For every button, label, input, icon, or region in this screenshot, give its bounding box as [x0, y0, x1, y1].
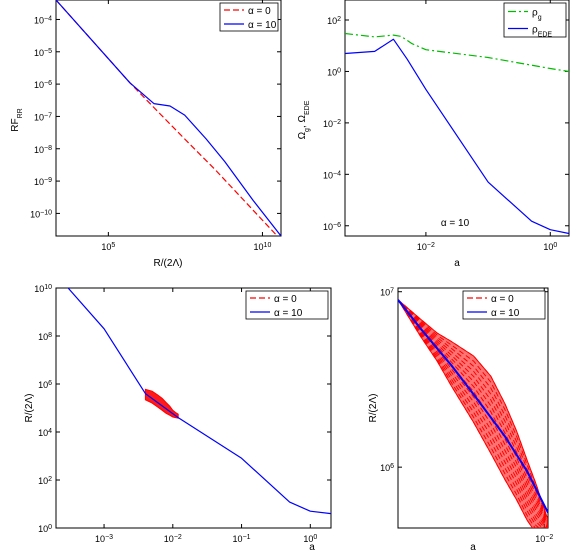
y-tick-label: 104 [38, 428, 52, 439]
y-tick-label: 10−4 [34, 15, 52, 26]
legend-label: α = 10 [274, 308, 303, 319]
plot-area-frame [344, 0, 570, 237]
x-tick-label: 10−2 [417, 242, 435, 253]
y-tick-label: 100 [38, 524, 52, 535]
y-tick-label: 10−5 [34, 47, 52, 58]
series-band-line [398, 299, 544, 528]
y-tick-label: 10−2 [323, 118, 341, 129]
y-tick-label: 1010 [34, 284, 52, 295]
y-axis-label: R/(2Λ) [368, 394, 379, 423]
series-band-line [398, 299, 548, 522]
legend-label: α = 10 [248, 20, 277, 31]
series-group [398, 299, 548, 528]
y-tick-label: 10−10 [30, 209, 52, 220]
series-group [56, 0, 281, 236]
x-tick-label: 1010 [254, 242, 272, 253]
y-tick-label: 10−6 [323, 221, 341, 232]
legend-label: α = 0 [274, 294, 297, 305]
legend-box [219, 2, 279, 32]
legend-label: ρg [532, 8, 542, 22]
x-axis-label: a [454, 258, 460, 269]
x-tick-label: 100 [543, 242, 557, 253]
series-group [67, 288, 331, 515]
x-tick-label: 10−3 [95, 534, 113, 545]
series-group [345, 32, 569, 235]
plot-area-frame [55, 287, 332, 529]
series-band-line [398, 299, 548, 528]
legend-label: α = 10 [491, 308, 520, 319]
y-tick-label: 10−4 [323, 170, 341, 181]
series-band-line [398, 299, 534, 528]
legend-box [462, 290, 546, 320]
legend: α = 0 α = 10 [462, 290, 546, 320]
series-band-line [398, 299, 546, 528]
series-line-2 [398, 299, 548, 514]
legend-label: ρEDE [532, 25, 552, 39]
series-band-line [398, 299, 541, 528]
series-line-2 [56, 0, 281, 236]
chart-4: 10−2 107 106 α = 0 α = 10 a R/(2Λ) [368, 287, 553, 551]
x-axis-label: a [309, 542, 315, 551]
y-axis-label: R/(2Λ) [24, 394, 35, 423]
y-tick-label: 100 [327, 67, 341, 78]
y-axis-label: Ωg, ΩEDE [297, 100, 311, 139]
x-tick-label: 10−1 [233, 534, 251, 545]
series-band-line [398, 299, 547, 528]
y-tick-label: 107 [380, 287, 394, 298]
x-tick-label: 105 [101, 242, 115, 253]
y-tick-label: 106 [38, 380, 52, 391]
x-axis-label: a [470, 542, 476, 551]
series-line-2 [67, 288, 331, 515]
series-band-line [398, 299, 536, 528]
y-tick-label: 102 [38, 476, 52, 487]
legend-label: α = 0 [491, 294, 514, 305]
series-line-2 [345, 38, 569, 235]
y-tick-label: 106 [380, 463, 394, 474]
y-tick-label: 10−7 [34, 112, 52, 123]
y-tick-label: 108 [38, 332, 52, 343]
legend: ρg ρEDE [503, 2, 567, 39]
series-line-1 [345, 32, 569, 73]
chart-2: 10−2 100 102 100 10−2 10−4 10−6 ρg ρEDE a Ωg, ΩEDE… [297, 0, 570, 269]
legend-box [245, 290, 329, 320]
legend-box [503, 2, 567, 38]
series-band-line [398, 299, 548, 526]
legend: α = 0 α = 10 [219, 2, 279, 32]
x-axis-label: R/(2Λ) [154, 258, 183, 269]
y-axis-label: RFRR [10, 108, 24, 131]
chart-1: 105 1010 10−4 10−5 10−6 10−7 10−8 10−9 10−10 α = … [10, 0, 282, 269]
series-band-line [398, 299, 548, 521]
x-tick-label: 10−2 [535, 534, 553, 545]
x-tick-label: 10−2 [164, 534, 182, 545]
y-tick-label: 10−6 [34, 80, 52, 91]
plot-area-frame [55, 0, 282, 237]
legend-label: α = 0 [248, 6, 271, 17]
legend: α = 0 α = 10 [245, 290, 329, 320]
y-tick-label: 10−8 [34, 144, 52, 155]
series-band-line [398, 299, 548, 525]
series-band-line [398, 299, 548, 527]
y-tick-label: 102 [327, 16, 341, 27]
annotation-label: α = 10 [441, 218, 470, 229]
x-tick-label: 100 [303, 534, 317, 545]
y-tick-label: 10−9 [34, 177, 52, 188]
